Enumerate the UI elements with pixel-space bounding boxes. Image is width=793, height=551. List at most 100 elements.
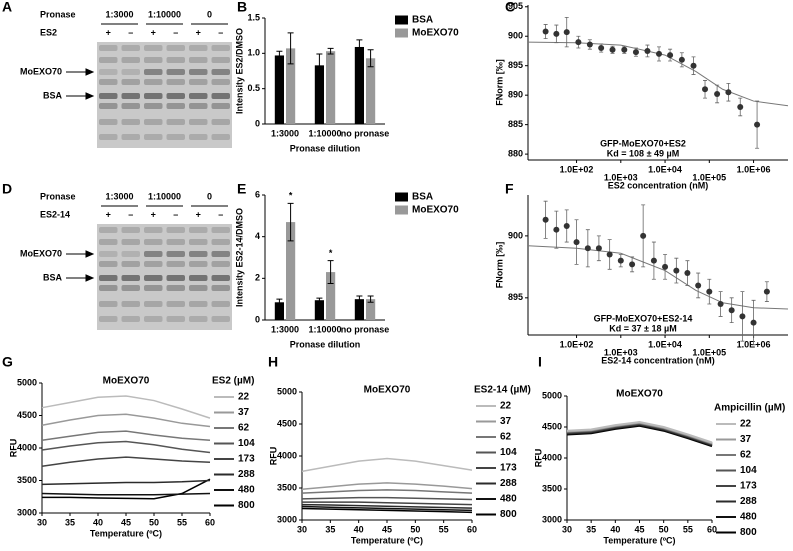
gel-band <box>211 57 230 63</box>
annotation: Kd = 108 ± 49 µM <box>607 148 679 158</box>
x-tick-label: 1.0E+04 <box>648 164 682 174</box>
y-tick-label: 0.5 <box>247 83 260 93</box>
panel-letter: F <box>505 181 514 197</box>
x-tick-label: 40 <box>610 524 620 534</box>
y-axis-label: FNorm [‰] <box>494 242 504 289</box>
point <box>584 245 591 252</box>
gel-band <box>144 239 163 245</box>
lane-sign: – <box>173 27 178 37</box>
gel-band <box>121 134 140 140</box>
gel-band <box>189 301 208 307</box>
gel-band <box>99 103 118 109</box>
bar <box>314 300 324 320</box>
x-axis-label: Pronase dilution <box>290 339 361 349</box>
legend-label: 173 <box>500 463 517 474</box>
gel-band <box>121 45 140 51</box>
x-tick-label: 35 <box>586 524 596 534</box>
legend-label: 104 <box>500 447 517 458</box>
x-tick-label: 1.0E+02 <box>560 339 594 349</box>
y-tick-label: 900 <box>508 230 523 240</box>
y-tick-label: 5000 <box>542 390 562 400</box>
bar <box>314 65 324 124</box>
line <box>566 421 713 444</box>
gel-band <box>211 275 230 281</box>
gel-band <box>144 285 163 291</box>
gel-band <box>189 251 208 257</box>
line <box>41 456 211 467</box>
gel-group: 0 <box>207 191 212 201</box>
gel-band <box>166 45 185 51</box>
gel-band <box>99 57 118 63</box>
x-tick-label: 60 <box>205 517 215 527</box>
x-tick-label: 1.0E+03 <box>604 347 638 357</box>
legend-label: BSA <box>412 15 433 26</box>
error-bar <box>327 260 334 285</box>
gel-band <box>166 301 185 307</box>
chart-title: MoEXO70 <box>103 376 150 387</box>
line <box>41 430 211 441</box>
legend-label: 62 <box>238 423 250 434</box>
y-tick-label: 5000 <box>277 386 297 396</box>
line <box>301 482 473 491</box>
gel-band <box>189 134 208 140</box>
point <box>553 30 560 37</box>
gel-band <box>189 69 208 75</box>
point <box>739 313 746 320</box>
lane-sign: – <box>128 209 133 219</box>
point <box>598 45 605 52</box>
lane-sign: + <box>196 209 201 219</box>
legend-label: 800 <box>500 509 517 520</box>
legend-swatch <box>395 192 408 202</box>
line <box>301 489 473 494</box>
y-tick-label: 6 <box>255 189 260 199</box>
error-bar <box>276 50 283 61</box>
gel-band <box>99 261 118 267</box>
gel-band <box>166 69 185 75</box>
x-tick-label: 45 <box>634 524 644 534</box>
bar <box>286 222 296 320</box>
y-tick-label: 4500 <box>277 418 297 428</box>
y-tick-label: 1.0 <box>247 48 260 58</box>
lane-sign: – <box>218 27 223 37</box>
lane-sign: – <box>128 27 133 37</box>
line <box>41 413 211 428</box>
legend-label: 288 <box>500 478 517 489</box>
gel-band <box>166 227 185 233</box>
point <box>717 301 724 308</box>
chart-title: MoEXO70 <box>616 389 663 400</box>
x-tick-label: 45 <box>121 517 131 527</box>
y-axis-label: RFU <box>268 447 278 466</box>
significance: * <box>329 248 333 258</box>
legend-label: 62 <box>740 450 752 461</box>
x-tick-label: 1:10000 <box>308 128 341 138</box>
y-tick-label: 4 <box>255 231 260 241</box>
gel-band <box>121 275 140 281</box>
legend-label: 288 <box>238 469 255 480</box>
bar <box>354 46 364 125</box>
y-axis-label: RFU <box>8 439 18 458</box>
point <box>763 288 770 295</box>
legend-label: 480 <box>740 512 757 523</box>
y-tick-label: 4000 <box>17 442 37 452</box>
y-tick-label: 890 <box>508 90 523 100</box>
y-tick-label: 0 <box>255 118 260 128</box>
legend-label: 800 <box>740 527 757 538</box>
gel-header: Pronase <box>40 191 76 201</box>
gel-band <box>189 316 208 322</box>
y-tick-label: 4500 <box>542 421 562 431</box>
point <box>606 251 613 258</box>
x-tick-label: 1.0E+06 <box>737 164 771 174</box>
y-tick-label: 3500 <box>17 475 37 485</box>
gel-band <box>189 227 208 233</box>
x-axis-label: Temperature (ºC) <box>603 535 675 545</box>
point <box>725 89 732 96</box>
point <box>586 41 593 48</box>
gel-band <box>144 119 163 125</box>
gel-band <box>211 45 230 51</box>
legend-label: BSA <box>412 192 433 203</box>
x-tick-label: 1:3000 <box>271 324 299 334</box>
gel-band <box>189 239 208 245</box>
error-bar <box>316 297 323 303</box>
x-tick-label: 30 <box>37 517 47 527</box>
band-arrow <box>66 274 95 282</box>
